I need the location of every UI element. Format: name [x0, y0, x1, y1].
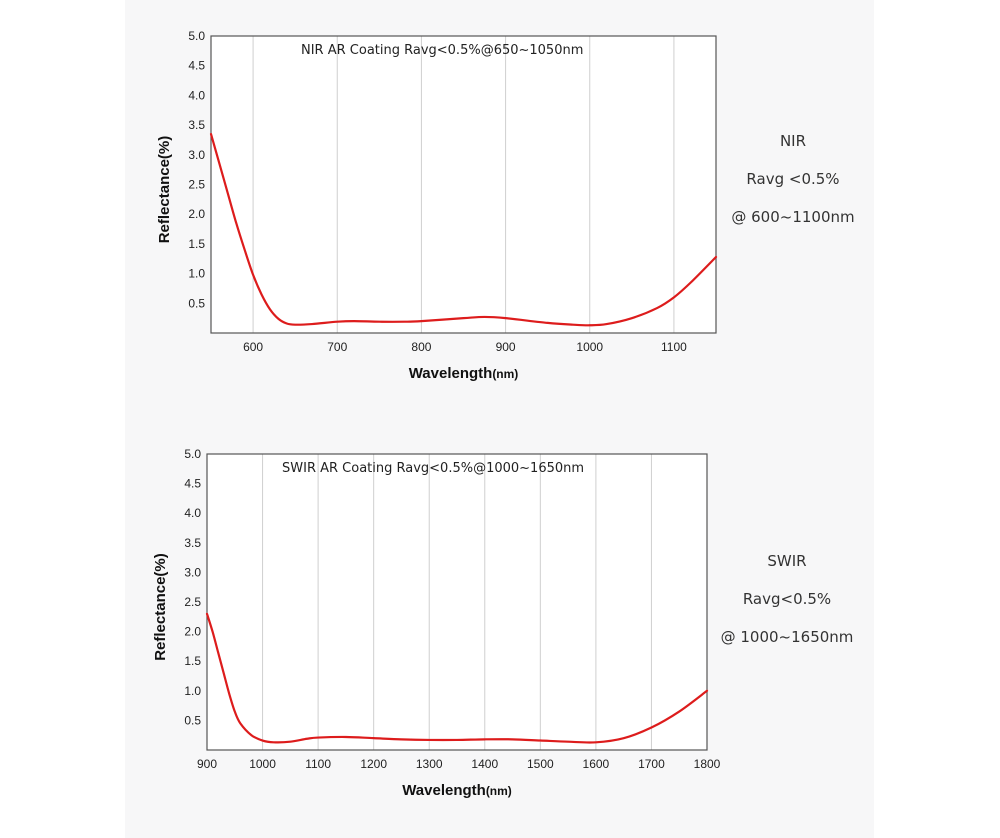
swir-ytick-label: 0.5	[184, 713, 201, 727]
swir-annotation: SWIR Ravg<0.5% @ 1000~1650nm	[707, 542, 867, 656]
swir-xtick-label: 1200	[360, 757, 387, 771]
nir-xtick-label: 800	[411, 340, 431, 354]
swir-ytick-label: 5.0	[184, 447, 201, 461]
nir-yaxis-title: Reflectance(%)	[156, 136, 173, 244]
swir-ytick-label: 1.5	[184, 654, 201, 668]
nir-ytick-label: 3.0	[188, 148, 205, 162]
swir-ytick-label: 2.0	[184, 625, 201, 639]
swir-xtick-label: 1000	[249, 757, 276, 771]
swir-reflectance-curve	[205, 612, 709, 744]
swir-ytick-label: 3.5	[184, 536, 201, 550]
nir-ytick-label: 0.5	[188, 296, 205, 310]
swir-xtick-label: 900	[197, 757, 217, 771]
nir-xtick-label: 700	[327, 340, 347, 354]
swir-plot-area	[207, 454, 707, 750]
swir-ytick-label: 4.0	[184, 506, 201, 520]
nir-ytick-label: 2.0	[188, 207, 205, 221]
swir-chart-title: SWIR AR Coating Ravg<0.5%@1000~1650nm	[282, 461, 584, 476]
swir-annotation-line-1: SWIR	[767, 552, 807, 570]
swir-xtick-label: 1500	[527, 757, 554, 771]
swir-xtick-label: 1300	[416, 757, 443, 771]
nir-annotation-line-3: @ 600~1100nm	[731, 208, 855, 226]
swir-xtick-label: 1100	[305, 757, 331, 771]
swir-xtick-label: 1600	[583, 757, 610, 771]
nir-plot-group: 0.5 1.0 1.5 2.0 2.5 3.0 3.5 4.0 4.5 5.0 600 700 800 9…	[156, 29, 718, 382]
swir-ytick-label: 4.5	[184, 477, 201, 491]
nir-xtick-label: 600	[243, 340, 263, 354]
swir-plot-group: 0.5 1.0 1.5 2.0 2.5 3.0 3.5 4.0 4.5 5.0 900 1000 110…	[152, 447, 721, 799]
swir-xaxis-title: Wavelength(nm)	[402, 782, 512, 799]
nir-ytick-label: 1.0	[188, 267, 205, 281]
nir-ytick-label: 4.0	[188, 88, 205, 102]
nir-ytick-label: 2.5	[188, 178, 205, 192]
nir-ytick-label: 1.5	[188, 237, 205, 251]
swir-xtick-label: 1400	[471, 757, 498, 771]
nir-xtick-label: 1100	[661, 340, 687, 354]
nir-plot-area	[211, 36, 716, 333]
swir-xtick-label: 1800	[694, 757, 721, 771]
swir-xtick-label: 1700	[638, 757, 665, 771]
swir-plot-frame	[206, 453, 708, 751]
nir-xtick-label: 900	[496, 340, 516, 354]
nir-reflectance-curve	[209, 132, 718, 327]
nir-ytick-label: 4.5	[188, 59, 205, 73]
swir-ytick-label: 2.5	[184, 595, 201, 609]
nir-ytick-label: 3.5	[188, 118, 205, 132]
nir-annotation-line-1: NIR	[779, 132, 807, 150]
nir-chart-title: NIR AR Coating Ravg<0.5%@650~1050nm	[301, 43, 583, 58]
swir-annotation-line-2: Ravg<0.5%	[742, 590, 832, 608]
nir-annotation-line-2: Ravg <0.5%	[746, 170, 840, 188]
swir-ytick-label: 1.0	[184, 684, 201, 698]
nir-xaxis-title: Wavelength(nm)	[409, 365, 519, 382]
nir-plot-frame	[210, 35, 717, 334]
swir-yaxis-title: Reflectance(%)	[152, 553, 169, 661]
nir-ytick-label: 5.0	[188, 29, 205, 43]
swir-ytick-label: 3.0	[184, 565, 201, 579]
nir-xtick-label: 1000	[576, 340, 603, 354]
swir-annotation-line-3: @ 1000~1650nm	[720, 628, 854, 646]
nir-annotation: NIR Ravg <0.5% @ 600~1100nm	[713, 122, 873, 236]
